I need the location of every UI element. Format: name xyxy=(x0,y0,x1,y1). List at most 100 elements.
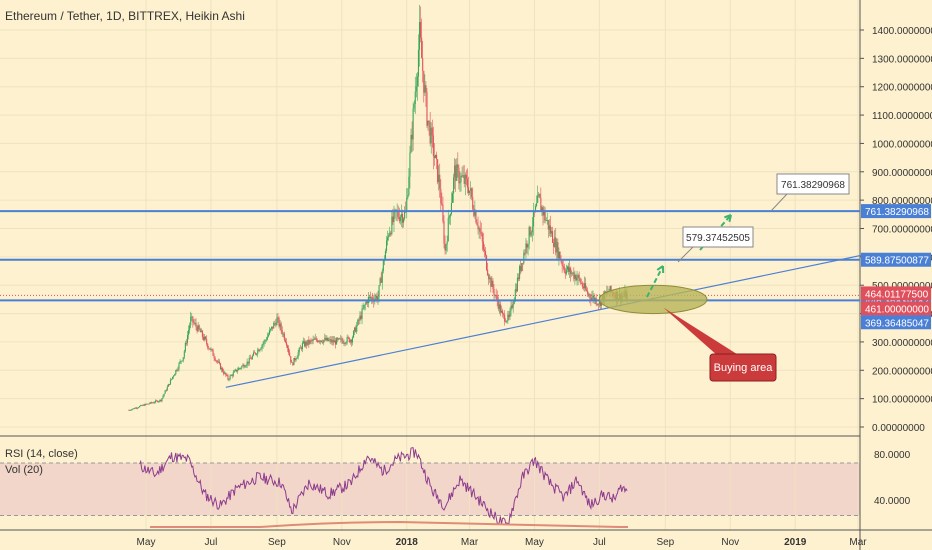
candle-body xyxy=(138,407,140,409)
candle-body xyxy=(610,286,612,292)
candle-body xyxy=(252,352,255,356)
candle-body xyxy=(500,310,503,313)
candle-body xyxy=(429,122,431,144)
x-tick-label: Nov xyxy=(333,537,351,548)
candle-body xyxy=(414,91,416,105)
candle-body xyxy=(387,237,389,241)
candle-body xyxy=(512,304,514,308)
candle-body xyxy=(128,409,130,411)
candle-body xyxy=(443,221,445,244)
candle-body xyxy=(361,308,363,319)
candle-body xyxy=(496,295,498,302)
candle-body xyxy=(152,402,154,404)
candle-body xyxy=(328,340,330,341)
candle-body xyxy=(552,231,554,243)
candle-body xyxy=(506,320,508,322)
candle-body xyxy=(323,339,325,343)
candle-body xyxy=(251,355,253,359)
candle-body xyxy=(473,208,475,216)
candle-body xyxy=(311,340,313,342)
x-tick-label: Nov xyxy=(721,537,739,548)
candle-body xyxy=(340,338,342,340)
candle-body xyxy=(199,329,201,333)
candle-body xyxy=(202,336,205,340)
rsi-tick-label: 40.0000 xyxy=(874,496,911,507)
candle-body xyxy=(342,340,344,344)
candle-body xyxy=(397,211,399,217)
candle-body xyxy=(214,358,216,361)
candle-body xyxy=(182,357,184,361)
candle-body xyxy=(363,304,365,309)
candle-body xyxy=(577,275,579,278)
candle-body xyxy=(157,400,159,402)
candle-body xyxy=(300,347,302,350)
candle-body xyxy=(583,283,586,289)
buying-area-ellipse xyxy=(598,284,708,315)
candle-body xyxy=(316,340,318,342)
candle-body xyxy=(368,296,371,298)
candle-body xyxy=(248,357,250,364)
candle-body xyxy=(545,220,547,221)
candle-body xyxy=(158,401,160,403)
candle-body xyxy=(451,193,454,203)
candle-body xyxy=(575,275,577,281)
candle-body xyxy=(348,337,350,343)
candle-body xyxy=(514,289,516,300)
candle-body xyxy=(416,76,418,87)
candle-body xyxy=(428,120,430,123)
candle-body xyxy=(390,232,392,235)
candle-body xyxy=(194,322,196,324)
candle-body xyxy=(258,349,260,352)
candle-body xyxy=(209,348,211,350)
candle-body xyxy=(516,277,518,292)
candle-body xyxy=(538,194,540,196)
candle-body xyxy=(479,228,481,233)
candle-body xyxy=(344,342,346,344)
candle-body xyxy=(278,317,280,327)
candle-body xyxy=(147,403,149,405)
candle-body xyxy=(510,305,512,311)
candle-body xyxy=(318,340,321,342)
candle-body xyxy=(505,321,507,323)
candle-body xyxy=(487,269,489,275)
candle-body xyxy=(195,322,197,327)
candle-body xyxy=(281,329,283,335)
candle-body xyxy=(314,338,316,340)
candle-body xyxy=(550,231,553,234)
y-tick-label: 900.00000000 xyxy=(872,168,932,179)
candle-body xyxy=(578,275,580,279)
candle-body xyxy=(337,338,339,340)
candle-body xyxy=(401,214,404,223)
candle-body xyxy=(381,270,383,283)
candle-body xyxy=(307,339,309,345)
candle-body xyxy=(563,266,565,272)
candle-body xyxy=(407,195,409,198)
arrow-head xyxy=(724,214,732,223)
candle-body xyxy=(283,333,285,340)
candle-body xyxy=(380,278,382,283)
rsi-line xyxy=(139,447,628,525)
candle-body xyxy=(548,225,550,230)
candle-body xyxy=(437,159,439,183)
candle-body xyxy=(587,290,589,295)
candle-body xyxy=(569,267,571,272)
candle-body xyxy=(172,376,174,379)
candle-body xyxy=(267,334,269,337)
trendline xyxy=(225,253,868,388)
candle-body xyxy=(159,399,161,402)
candle-body xyxy=(211,348,213,350)
candle-body xyxy=(142,404,144,406)
candle-body xyxy=(423,70,425,93)
candle-body xyxy=(558,251,560,259)
candle-body xyxy=(483,249,485,252)
candle-body xyxy=(151,402,153,404)
candle-body xyxy=(572,272,574,274)
candle-body xyxy=(345,342,347,344)
y-tick-label: 1100.00000000 xyxy=(872,111,932,122)
candle-body xyxy=(464,174,466,184)
candle-body xyxy=(536,202,538,207)
target-label-box xyxy=(682,226,754,248)
candle-body xyxy=(526,243,528,248)
candle-body xyxy=(571,273,573,275)
candle-body xyxy=(576,277,578,281)
